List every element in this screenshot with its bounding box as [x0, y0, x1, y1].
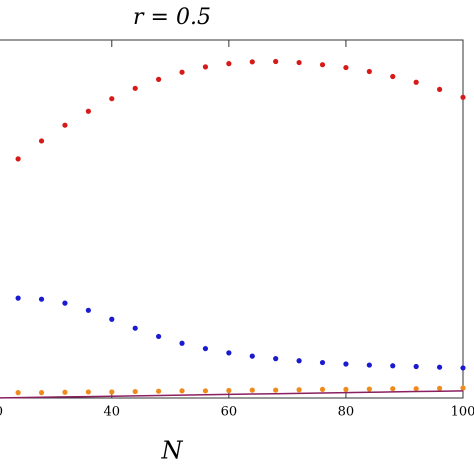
data-point [319, 359, 326, 366]
data-point [460, 94, 466, 100]
data-point [296, 358, 302, 364]
data-point [109, 389, 115, 395]
data-point [413, 79, 419, 85]
data-point [436, 86, 443, 93]
data-point [343, 361, 349, 367]
data-point [202, 64, 209, 70]
data-point [390, 73, 396, 80]
data-point [179, 340, 185, 346]
data-point [156, 388, 162, 394]
data-point [202, 388, 209, 394]
data-point [390, 386, 396, 392]
data-point [273, 387, 279, 393]
data-point [343, 386, 349, 393]
data-point [132, 388, 138, 395]
data-point [62, 122, 68, 128]
data-point [179, 69, 185, 75]
data-point [343, 64, 349, 71]
data-point [85, 108, 91, 114]
data-point [296, 387, 302, 393]
data-point [85, 389, 91, 395]
data-point [413, 363, 419, 370]
plot-frame [0, 39, 464, 399]
data-point [249, 59, 255, 65]
x-tick-label: 100 [451, 405, 474, 420]
data-point [38, 138, 45, 144]
data-point [132, 325, 138, 331]
x-axis-label: N [161, 437, 184, 465]
data-point [15, 156, 21, 162]
data-point [226, 61, 232, 67]
data-point [366, 362, 372, 368]
x-tick-label: 20 [0, 405, 3, 420]
data-point [15, 390, 21, 396]
data-point [390, 363, 396, 369]
data-point [156, 76, 162, 82]
data-point [413, 386, 419, 392]
data-point [436, 385, 443, 391]
data-point [460, 385, 466, 391]
data-point [296, 59, 302, 66]
data-point [62, 389, 68, 395]
data-point [85, 307, 91, 313]
data-point [436, 364, 443, 370]
series-line [0, 390, 464, 399]
data-point [202, 345, 209, 352]
x-tick-label: 60 [221, 405, 238, 420]
data-point [109, 316, 115, 322]
data-point [38, 296, 45, 302]
chart-title: r = 0.5 [133, 5, 211, 30]
data-point [319, 386, 326, 393]
data-point [179, 388, 185, 394]
data-point [273, 58, 279, 65]
data-point [460, 365, 466, 371]
data-point [38, 390, 45, 396]
data-point [156, 333, 162, 340]
data-point [319, 62, 326, 68]
data-point [273, 356, 279, 362]
data-point [109, 96, 115, 102]
x-tick-label: 40 [104, 405, 121, 420]
x-tick-label: 80 [338, 405, 355, 420]
data-point [249, 387, 255, 393]
data-point [62, 300, 68, 306]
data-point [366, 386, 372, 392]
data-point [15, 295, 21, 301]
data-point [366, 68, 372, 75]
data-point [132, 85, 138, 91]
data-point [226, 387, 232, 394]
data-point [249, 353, 255, 359]
data-point [226, 350, 232, 356]
